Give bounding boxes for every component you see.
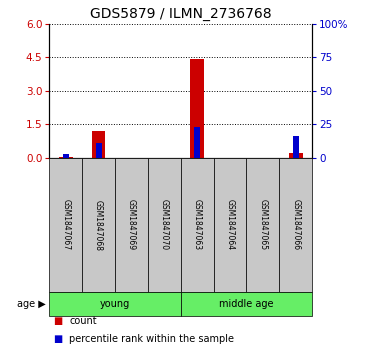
- Text: GSM1847066: GSM1847066: [291, 200, 300, 250]
- Bar: [289, 153, 303, 158]
- Text: ■: ■: [53, 316, 62, 326]
- Text: GSM1847069: GSM1847069: [127, 200, 136, 250]
- Text: age ▶: age ▶: [17, 299, 46, 309]
- Text: middle age: middle age: [219, 299, 274, 309]
- Text: GSM1847068: GSM1847068: [94, 200, 103, 250]
- Title: GDS5879 / ILMN_2736768: GDS5879 / ILMN_2736768: [90, 7, 272, 21]
- Bar: [59, 157, 73, 158]
- Text: ■: ■: [53, 334, 62, 344]
- Bar: [96, 143, 101, 158]
- Text: count: count: [69, 316, 97, 326]
- Bar: [63, 154, 69, 158]
- Text: GSM1847067: GSM1847067: [61, 200, 70, 250]
- Text: GSM1847064: GSM1847064: [226, 200, 234, 250]
- Bar: [293, 136, 299, 158]
- Text: young: young: [100, 299, 130, 309]
- Text: GSM1847063: GSM1847063: [193, 200, 201, 250]
- Text: GSM1847065: GSM1847065: [258, 200, 267, 250]
- Text: percentile rank within the sample: percentile rank within the sample: [69, 334, 234, 344]
- Text: GSM1847070: GSM1847070: [160, 200, 169, 250]
- Bar: [194, 127, 200, 158]
- Bar: [92, 131, 105, 158]
- Bar: [190, 60, 204, 158]
